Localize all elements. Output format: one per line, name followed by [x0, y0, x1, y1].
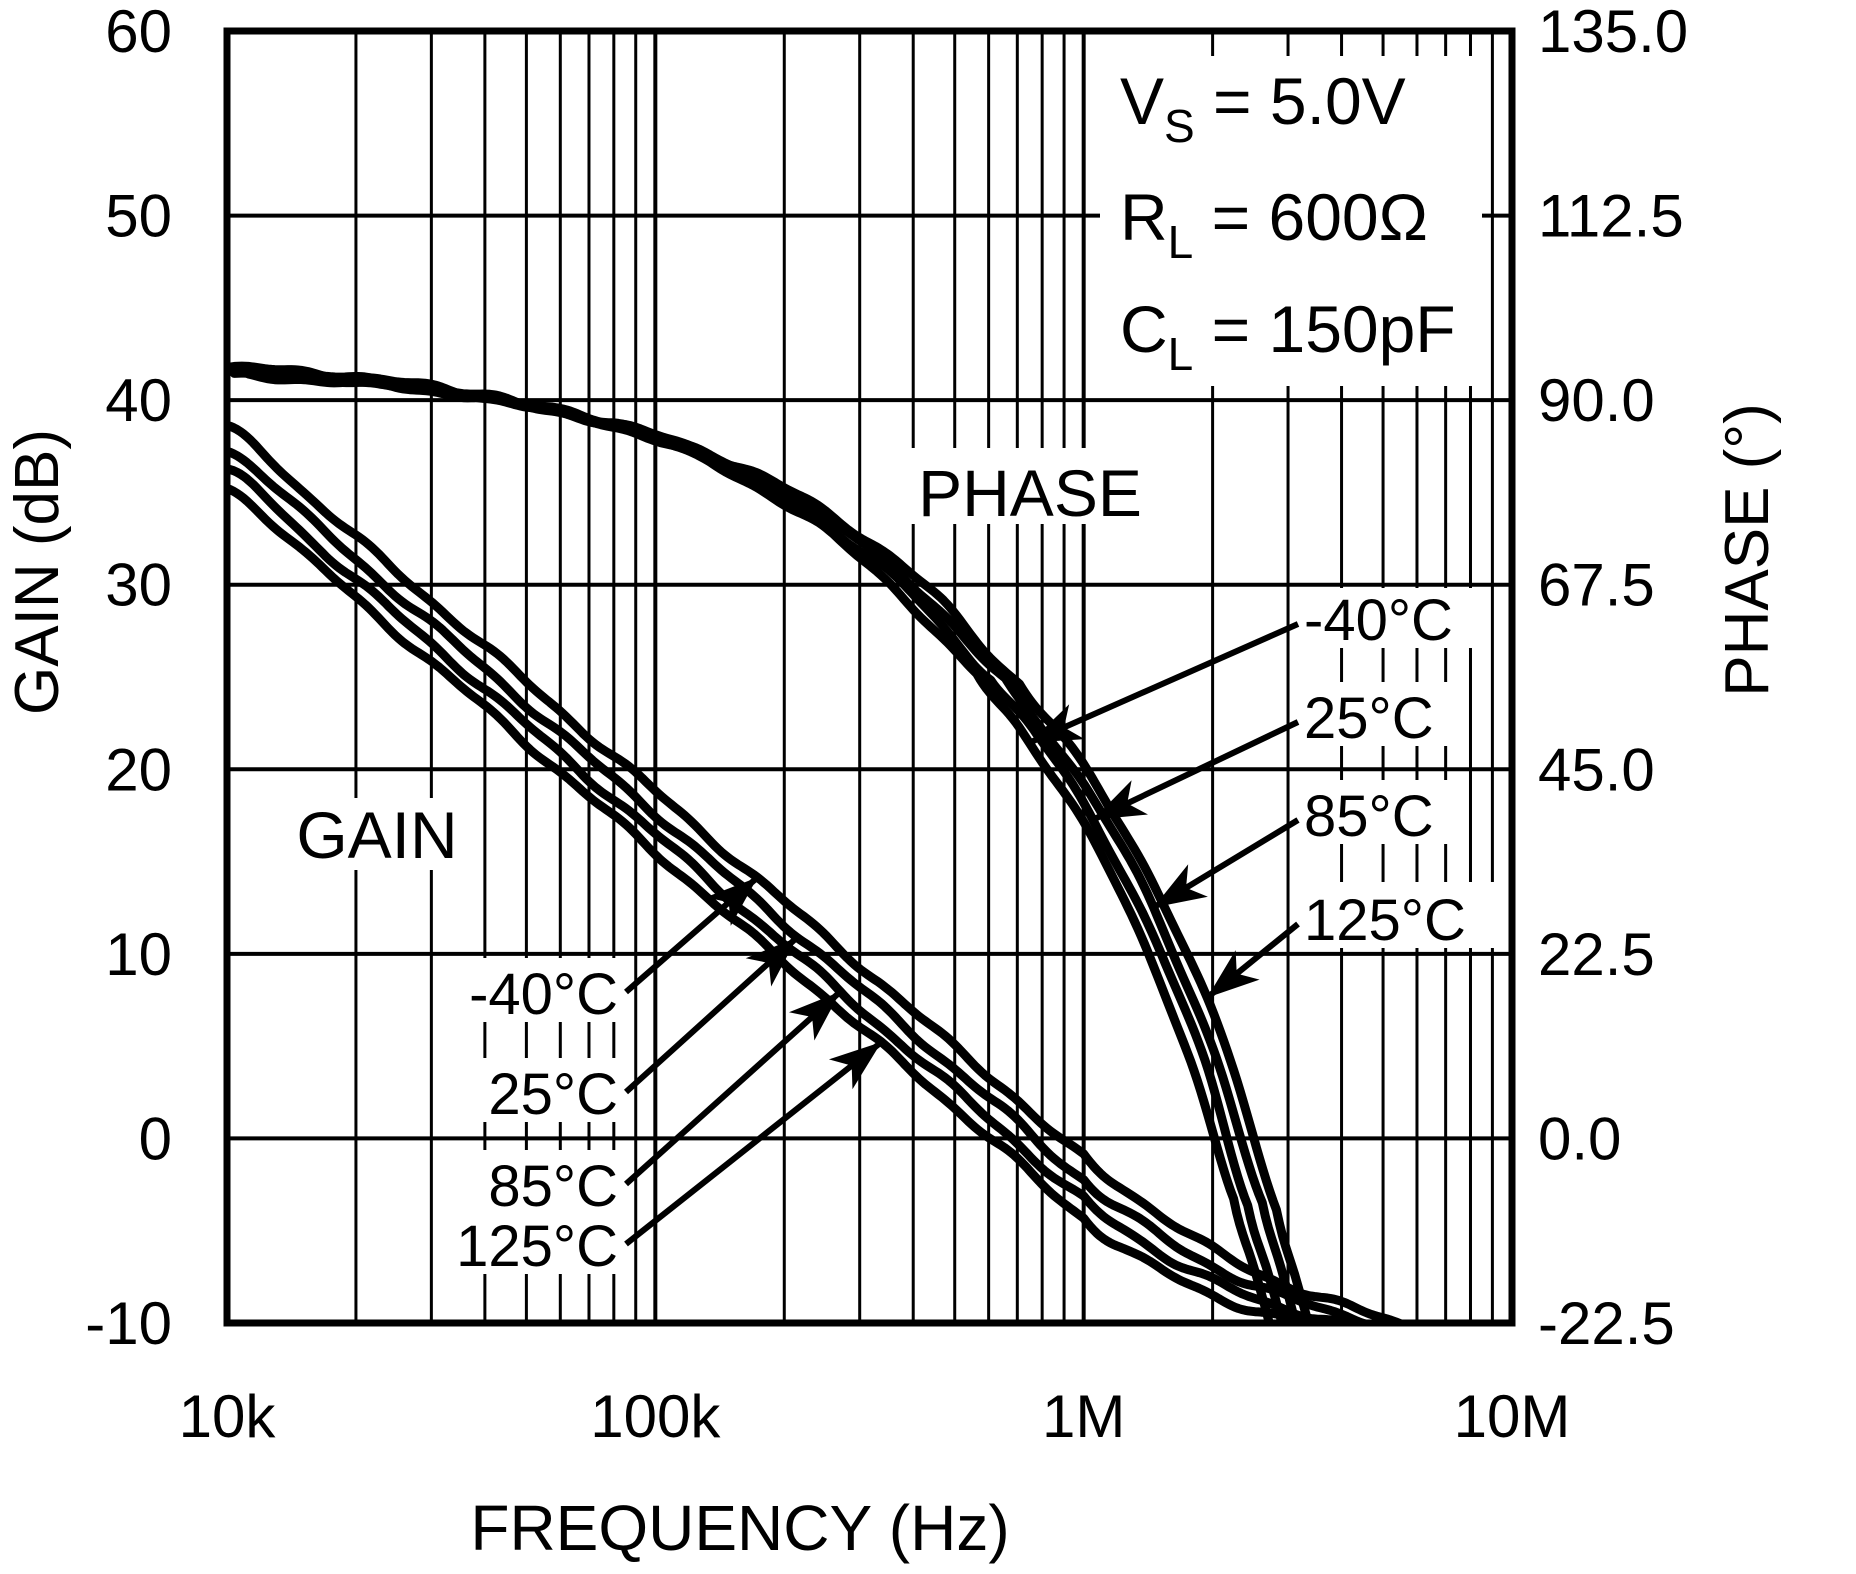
- gain-temp-label: -40°C: [469, 962, 618, 1027]
- y-left-tick-label: 40: [105, 367, 172, 434]
- gain-temp-label-background: [448, 1210, 624, 1274]
- x-tick-label: 10M: [1454, 1383, 1571, 1450]
- phase-temp-label-background: [1296, 780, 1460, 844]
- gain-temp-arrow: [624, 875, 760, 995]
- y-right-tick-label: 0.0: [1538, 1105, 1621, 1172]
- y-right-tick-label: 22.5: [1538, 921, 1655, 988]
- x-tick-label: 10k: [179, 1383, 277, 1450]
- y-right-tick-label: 67.5: [1538, 552, 1655, 619]
- phase-temp-label: 25°C: [1304, 686, 1434, 751]
- gain-temp-label: 25°C: [488, 1062, 618, 1127]
- annotation-arrows: [623, 621, 1300, 1247]
- plot-frame: [223, 27, 1516, 1327]
- gain-temp-arrow: [624, 1039, 884, 1247]
- phase-label-background: [903, 448, 1157, 524]
- y-left-tick-label: -10: [85, 1290, 172, 1357]
- phase-temp-arrow: [1205, 921, 1300, 1000]
- y-right-tick-label: 90.0: [1538, 367, 1655, 434]
- gain-temp-label-background: [448, 958, 624, 1022]
- phase-temp-label: -40°C: [1304, 588, 1453, 653]
- gain-temp-arrow: [623, 935, 800, 1095]
- gain-label-background: [290, 798, 465, 870]
- gain-temp-label-background: [472, 1150, 624, 1214]
- gain-temp-label: 85°C: [488, 1154, 618, 1219]
- gain-temp-label-background: [472, 1058, 624, 1122]
- phase-curves-label: PHASE: [918, 456, 1142, 530]
- annotations: VS = 5.0V RL = 600Ω CL = 150pF GAIN PHASE -40…: [290, 56, 1496, 1279]
- y-left-tick-label: 50: [105, 183, 172, 250]
- condition-line: RL = 600Ω: [1120, 180, 1428, 268]
- phase-temp-label-background: [1296, 882, 1496, 948]
- phase-temp-label-background: [1296, 682, 1460, 746]
- gain-temp-arrow: [623, 989, 843, 1187]
- y-left-tick-label: 0: [139, 1105, 172, 1172]
- gain-curve-25°C: [227, 446, 1403, 1323]
- frequency-axis-title: FREQUENCY (Hz): [470, 1492, 1009, 1564]
- phase-axis-title: PHASE (°): [1713, 403, 1782, 697]
- conditions-background: [1100, 56, 1482, 386]
- x-tick-label: 100k: [590, 1383, 721, 1450]
- gain-axis-title: GAIN (dB): [3, 429, 72, 715]
- phase-temp-arrow: [1091, 719, 1300, 823]
- condition-line: VS = 5.0V: [1120, 64, 1406, 152]
- axis-tick-labels: 60 50 40 30 20 10 0 -10 135.0 112.5 90.0 67.5 45.0 22…: [85, 0, 1688, 1450]
- condition-line: CL = 150pF: [1120, 292, 1456, 380]
- y-left-tick-label: 60: [105, 0, 172, 65]
- y-right-tick-label: 135.0: [1538, 0, 1688, 65]
- y-right-tick-label: 45.0: [1538, 736, 1655, 803]
- gain-curves-label: GAIN: [296, 798, 457, 872]
- y-right-tick-label: 112.5: [1538, 183, 1684, 250]
- y-left-tick-label: 10: [105, 921, 172, 988]
- gain-temp-label: 125°C: [456, 1214, 618, 1279]
- phase-curve-125°C: [243, 369, 1314, 1323]
- y-left-tick-label: 20: [105, 736, 172, 803]
- gain-curve--40°C: [227, 420, 1411, 1323]
- x-tick-label: 1M: [1042, 1383, 1125, 1450]
- phase-temp-arrow: [1028, 621, 1300, 746]
- phase-temp-label: 85°C: [1304, 784, 1434, 849]
- y-left-tick-label: 30: [105, 552, 172, 619]
- y-right-tick-label: -22.5: [1538, 1290, 1675, 1357]
- phase-temp-label-background: [1296, 588, 1482, 648]
- phase-temp-arrow: [1151, 817, 1300, 911]
- phase-temp-label: 125°C: [1304, 888, 1466, 953]
